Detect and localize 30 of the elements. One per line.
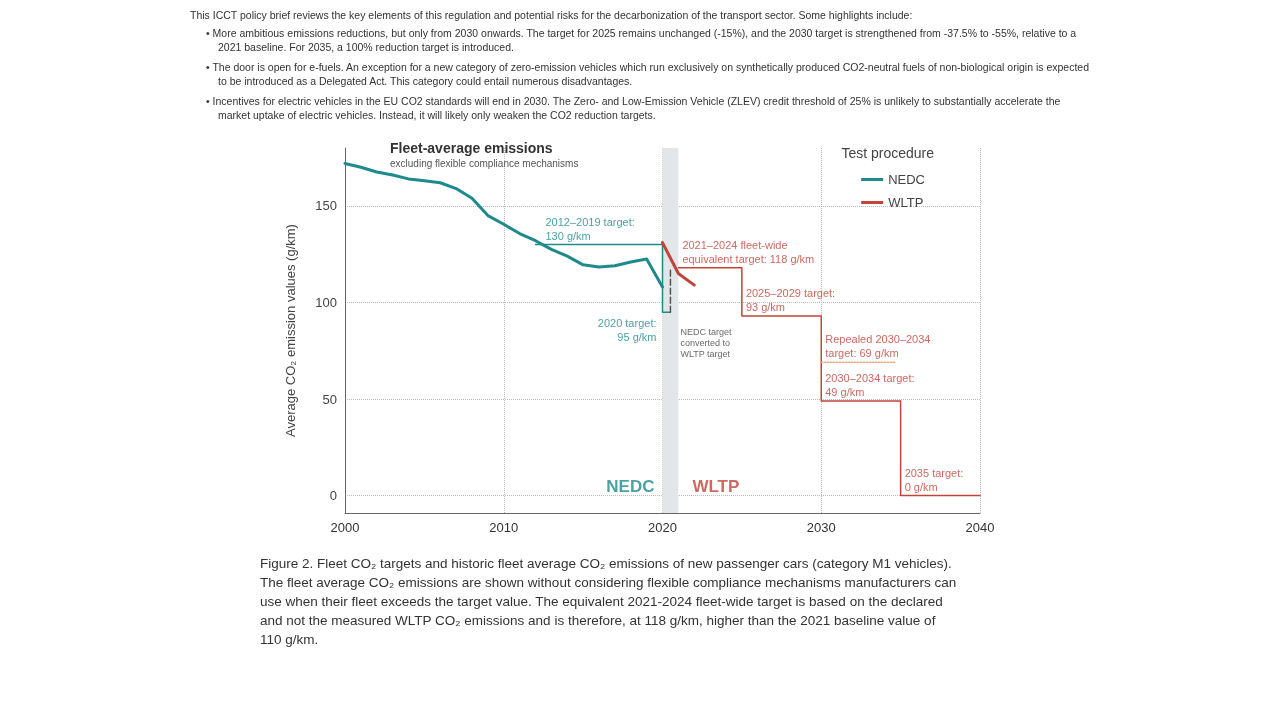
- y-tick-label: 50: [322, 391, 337, 407]
- annotation: Repealed 2030–2034 target: 69 g/km: [825, 333, 931, 360]
- annotation: NEDC target converted to WLTP target: [680, 326, 732, 359]
- text: • More ambitious emissions reductions, but only from 2030 onwards. The target for 2025 remains unchanged (-15%), and the 2030 target is strengthened from -37.5% to -55%, relative to a 2021 baseline. For 2035, a 100% reduction target is introduced.: [206, 26, 1078, 54]
- legend-label: NEDC: [888, 172, 926, 187]
- y-tick-label: 150: [315, 198, 337, 214]
- text: This ICCT policy brief reviews the key elements of this regulation and potential risks for the decarbonization of the transport sector. Some highlights include:: [190, 8, 914, 22]
- x-tick-label: 2030: [806, 520, 836, 535]
- legend-label: WLTP: [888, 195, 924, 210]
- annotation: WLTP: [692, 477, 740, 497]
- y-tick-label: 0: [329, 488, 337, 504]
- y-axis-title: Average CO₂ emission values (g/km): [283, 224, 298, 437]
- x-tick-label: 2010: [489, 520, 519, 535]
- caption: Figure 2. Fleet CO₂ targets and historic fleet average CO₂ emissions of new passenger cars (category M1 vehicles). The fleet average CO₂ emissions are shown without considering flexible compliance mechanisms manufacturers can use when their fleet exceeds the target value. The equivalent 2021-2024 fleet-wide target is based on the declared and not the measured WLTP CO₂ emissions and is therefore, at 118 g/km, higher than the 2021 baseline value of 110 g/km.: [260, 555, 958, 649]
- text: excluding flexible compliance mechanisms: [390, 157, 579, 169]
- text: • The door is open for e-fuels. An exception for a new category of zero-emission vehicles which run exclusively on synthetically produced CO2-neutral fuels of non-biological origin is expected to be introduced as a Delegated Act. This category could entail numerous disadvantages.: [206, 60, 1090, 88]
- text: • Incentives for electric vehicles in the EU CO2 standards will end in 2030. The Zero- and Low-Emission Vehicle (ZLEV) credit threshold of 25% is unlikely to substantially accelerate the market uptake of electric vehicles. Instead, it will likely only weaken the CO2 reduction targets.: [206, 94, 1062, 122]
- y-tick-label: 100: [315, 295, 337, 310]
- annotation: 2012–2019 target: 130 g/km: [545, 215, 635, 242]
- annotation: NEDC: [606, 477, 655, 497]
- annotation: 2025–2029 target: 93 g/km: [745, 287, 836, 314]
- chart-title: Fleet-average emissions: [390, 140, 553, 156]
- x-tick-label: 2020: [648, 520, 677, 535]
- annotation: 2020 target: 95 g/km: [597, 317, 657, 344]
- x-tick-label: 2040: [965, 520, 995, 535]
- annotation: 2035 target: 0 g/km: [904, 466, 964, 493]
- annotation: 2021–2024 fleet-wide equivalent target: 118 g/km: [682, 238, 815, 265]
- annotation: 2030–2034 target: 49 g/km: [825, 371, 915, 398]
- x-tick-label: 2000: [330, 520, 360, 535]
- legend-title: Test procedure: [841, 145, 935, 161]
